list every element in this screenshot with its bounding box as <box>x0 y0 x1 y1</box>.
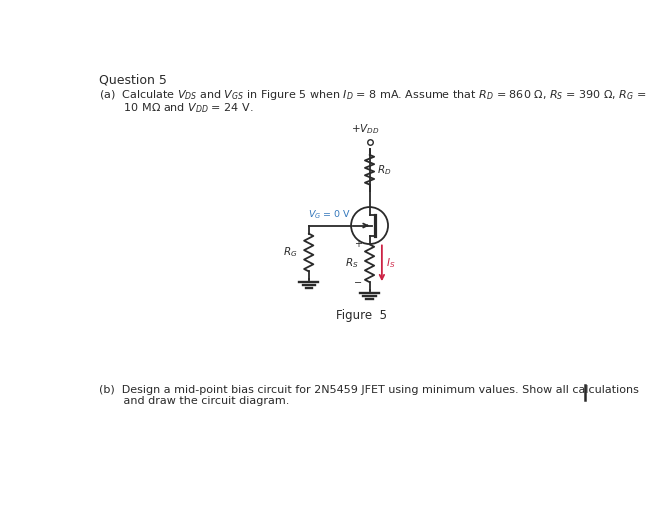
Text: $R_D$: $R_D$ <box>377 163 392 177</box>
Text: $V_G$ = 0 V: $V_G$ = 0 V <box>308 209 351 221</box>
Text: (a)  Calculate $V_{DS}$ and $V_{GS}$ in Figure 5 when $I_D$ = 8 mA. Assume that : (a) Calculate $V_{DS}$ and $V_{GS}$ in F… <box>98 88 646 103</box>
Text: (b)  Design a mid-point bias circuit for 2N5459 JFET using minimum values. Show : (b) Design a mid-point bias circuit for … <box>98 385 638 395</box>
Text: Question 5: Question 5 <box>98 73 167 86</box>
Text: $R_S$: $R_S$ <box>345 256 359 270</box>
Text: $R_G$: $R_G$ <box>284 246 298 260</box>
Text: $I_S$: $I_S$ <box>386 256 395 270</box>
Text: 10 MΩ and $V_{DD}$ = 24 V.: 10 MΩ and $V_{DD}$ = 24 V. <box>98 101 253 114</box>
Text: +: + <box>354 239 362 248</box>
Text: −: − <box>354 278 362 288</box>
Text: and draw the circuit diagram.: and draw the circuit diagram. <box>98 396 289 406</box>
Text: +$V_{DD}$: +$V_{DD}$ <box>351 122 380 136</box>
Text: Figure  5: Figure 5 <box>337 310 387 322</box>
